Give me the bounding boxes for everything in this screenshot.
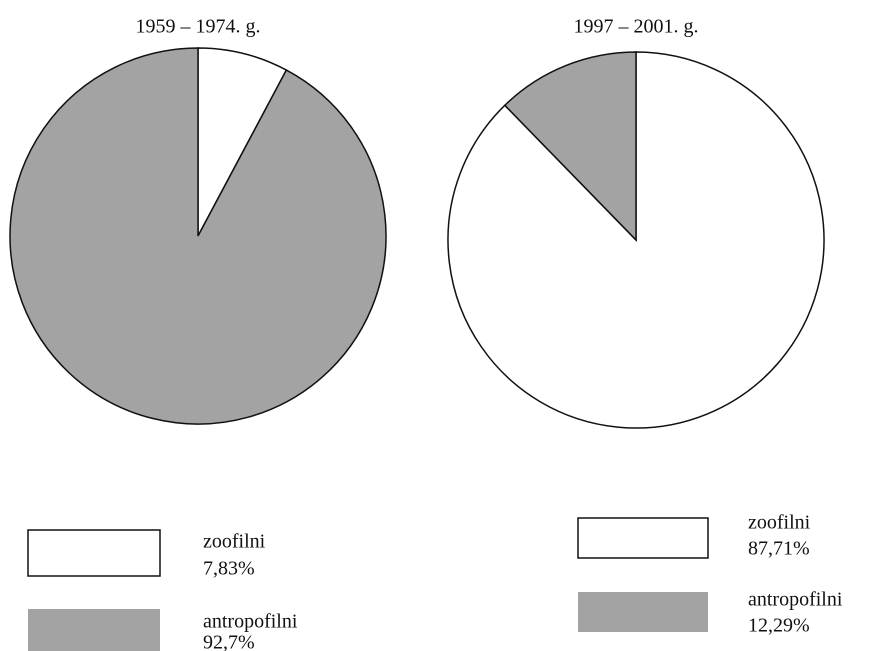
legend-swatch bbox=[28, 609, 160, 651]
legend-swatch bbox=[28, 530, 160, 576]
legend-value-label: 12,29% bbox=[748, 615, 810, 637]
legend-value-label: 87,71% bbox=[748, 538, 810, 560]
chart: 1959 – 1974. g. zoofilni 7,83% antropofilni… bbox=[0, 0, 876, 651]
legend-swatch bbox=[578, 592, 708, 632]
legend-label: antropofilni bbox=[203, 611, 298, 633]
pie-title: 1997 – 2001. g. bbox=[574, 16, 699, 38]
legend-label: zoofilni bbox=[203, 531, 266, 553]
legend-swatch bbox=[578, 518, 708, 558]
legend-label: antropofilni bbox=[748, 589, 843, 611]
legend-value-label: 7,83% bbox=[203, 558, 255, 580]
pie-slice bbox=[10, 48, 386, 424]
legend-value-label: 92,7% bbox=[203, 632, 255, 651]
pie-title: 1959 – 1974. g. bbox=[136, 16, 261, 38]
legend-label: zoofilni bbox=[748, 512, 811, 534]
